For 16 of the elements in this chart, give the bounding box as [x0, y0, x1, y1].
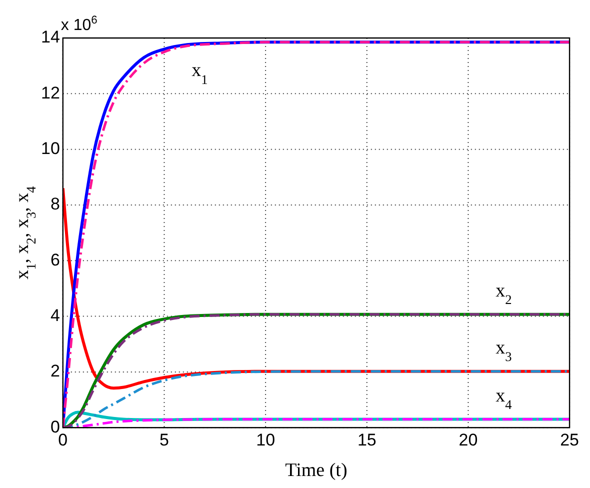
y-tick-label: 10	[40, 139, 60, 158]
y-axis-title: x1, x2, x3, x4	[12, 186, 39, 280]
x-tick-label: 15	[357, 430, 376, 450]
y-tick-label: 14	[40, 28, 60, 47]
y-tick-label: 2	[50, 362, 60, 381]
x-tick-label: 20	[458, 430, 478, 450]
y-tick-label: 6	[50, 250, 60, 270]
y-tick-label: 12	[40, 83, 60, 102]
x-tick-label: 10	[256, 430, 276, 450]
line-series	[62, 40, 570, 428]
x-tick-label: 5	[160, 430, 169, 450]
y-tick-label: 0	[50, 417, 60, 436]
x-axis-title: Time (t)	[285, 460, 348, 481]
y-tick-label: 8	[50, 194, 60, 214]
x-tick-label: 25	[560, 430, 580, 450]
y-tick-label: 4	[50, 306, 60, 325]
